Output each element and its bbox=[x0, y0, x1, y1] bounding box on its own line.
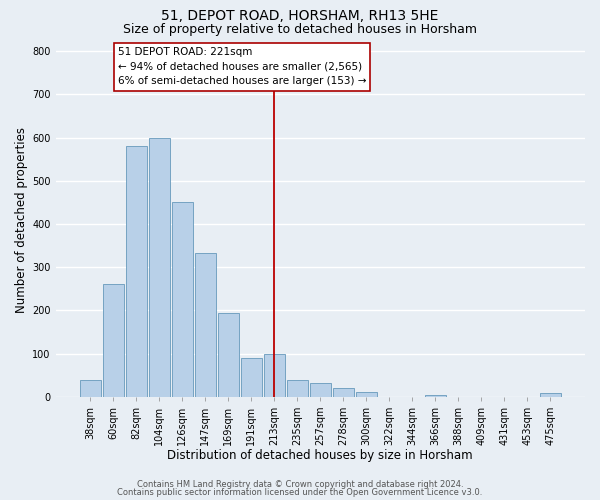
Bar bbox=[218, 314, 239, 397]
Bar bbox=[149, 138, 170, 397]
Bar bbox=[332, 388, 354, 397]
Bar bbox=[241, 358, 262, 397]
Text: 51, DEPOT ROAD, HORSHAM, RH13 5HE: 51, DEPOT ROAD, HORSHAM, RH13 5HE bbox=[161, 9, 439, 23]
Bar bbox=[103, 284, 124, 397]
Bar bbox=[356, 392, 377, 397]
Bar bbox=[310, 383, 331, 397]
Text: Contains HM Land Registry data © Crown copyright and database right 2024.: Contains HM Land Registry data © Crown c… bbox=[137, 480, 463, 489]
Bar bbox=[425, 394, 446, 397]
Y-axis label: Number of detached properties: Number of detached properties bbox=[15, 126, 28, 312]
Text: Size of property relative to detached houses in Horsham: Size of property relative to detached ho… bbox=[123, 22, 477, 36]
Bar bbox=[125, 146, 147, 397]
Text: 51 DEPOT ROAD: 221sqm
← 94% of detached houses are smaller (2,565)
6% of semi-de: 51 DEPOT ROAD: 221sqm ← 94% of detached … bbox=[118, 47, 366, 86]
X-axis label: Distribution of detached houses by size in Horsham: Distribution of detached houses by size … bbox=[167, 450, 473, 462]
Bar bbox=[263, 354, 285, 397]
Bar bbox=[540, 394, 561, 397]
Bar bbox=[194, 253, 216, 397]
Bar bbox=[80, 380, 101, 397]
Bar bbox=[172, 202, 193, 397]
Bar bbox=[287, 380, 308, 397]
Text: Contains public sector information licensed under the Open Government Licence v3: Contains public sector information licen… bbox=[118, 488, 482, 497]
